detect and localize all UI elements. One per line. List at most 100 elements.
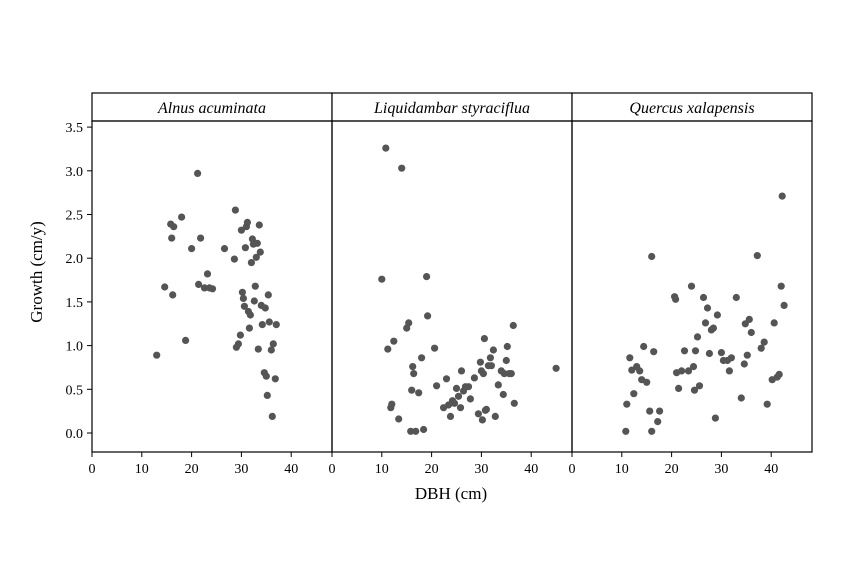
data-point [482,405,490,413]
data-point [258,321,266,329]
data-point [656,407,664,415]
data-point [378,275,386,283]
data-point [709,324,718,332]
data-point [398,164,406,172]
data-point [777,282,785,290]
data-point [450,399,459,407]
panel-3: Quercus xalapensis [571,92,813,453]
data-point [182,336,190,344]
x-tick-label: 20 [665,462,679,477]
data-point [623,400,631,408]
x-tick-label: 40 [764,462,778,477]
panel-header [571,92,813,122]
data-point [690,386,699,394]
data-point [272,321,280,329]
data-point [410,370,418,378]
data-point [195,280,203,288]
data-point [509,321,517,330]
data-point [405,319,413,327]
data-point [626,354,634,362]
data-point [502,356,510,365]
data-point [433,382,441,390]
data-point [480,335,488,343]
data-point [267,346,275,354]
data-point [489,346,497,354]
data-point [654,418,662,426]
panel-header [91,92,333,122]
data-point [271,375,279,383]
data-point [431,344,439,352]
data-point [263,391,271,399]
y-tick-label: 2.0 [66,252,84,267]
x-tick-label: 0 [89,462,96,477]
data-point [230,255,238,263]
data-point [727,354,736,362]
data-point [457,367,466,375]
data-point [640,342,648,351]
x-axis: 0 10 20 30 40 0 10 20 30 40 0 10 20 30 40 [89,452,778,477]
data-point [770,319,778,327]
data-point [382,144,390,152]
data-point [178,213,186,221]
data-point [395,415,403,423]
y-tick-label: 0.5 [66,383,84,398]
data-point [747,328,755,337]
x-tick-label: 30 [234,462,248,477]
data-point [234,340,242,348]
data-point [409,363,417,371]
data-point [253,239,261,247]
data-point [415,389,423,397]
data-point [713,311,722,319]
y-axis: 0.0 0.5 1.0 1.5 2.0 2.5 3.0 3.5 [66,121,92,442]
data-point [256,248,264,256]
data-point [261,304,269,312]
data-point [487,362,495,370]
data-point [648,427,656,435]
data-point [689,363,698,371]
data-point [499,390,507,399]
data-point [170,223,178,231]
data-point [500,370,508,378]
data-point [687,282,696,290]
data-point [407,427,415,435]
data-point [408,386,416,394]
data-point [705,349,714,358]
panel-title: Liquidambar styraciflua [373,100,530,117]
data-point [732,293,740,302]
x-tick-label: 40 [524,462,538,477]
data-point [717,349,726,357]
data-point [388,400,396,408]
data-point [643,378,651,386]
data-point [240,302,248,310]
data-point [780,301,788,309]
data-point [691,347,700,355]
x-tick-label: 10 [375,462,389,477]
data-point [701,319,710,327]
data-point [737,394,745,402]
data-point [423,273,431,281]
data-point [486,354,494,362]
data-point [494,381,502,389]
data-point [168,234,176,242]
x-tick-label: 0 [569,462,576,477]
data-point [630,390,638,398]
data-point [622,427,630,435]
panel-title: Quercus xalapensis [629,100,754,117]
data-point [684,367,693,375]
data-point [153,351,161,359]
data-point [250,297,258,305]
x-tick-label: 30 [474,462,488,477]
x-tick-label: 10 [615,462,629,477]
data-point [161,283,169,291]
data-point [420,425,428,434]
data-point [636,367,644,375]
data-point [246,311,254,319]
data-point [241,244,249,252]
data-point [646,407,654,415]
data-point [699,293,708,302]
panel-2: Liquidambar styraciflua [331,92,573,453]
y-tick-label: 3.0 [66,165,84,180]
data-point [507,370,515,378]
data-point [711,414,720,422]
x-tick-label: 30 [714,462,728,477]
